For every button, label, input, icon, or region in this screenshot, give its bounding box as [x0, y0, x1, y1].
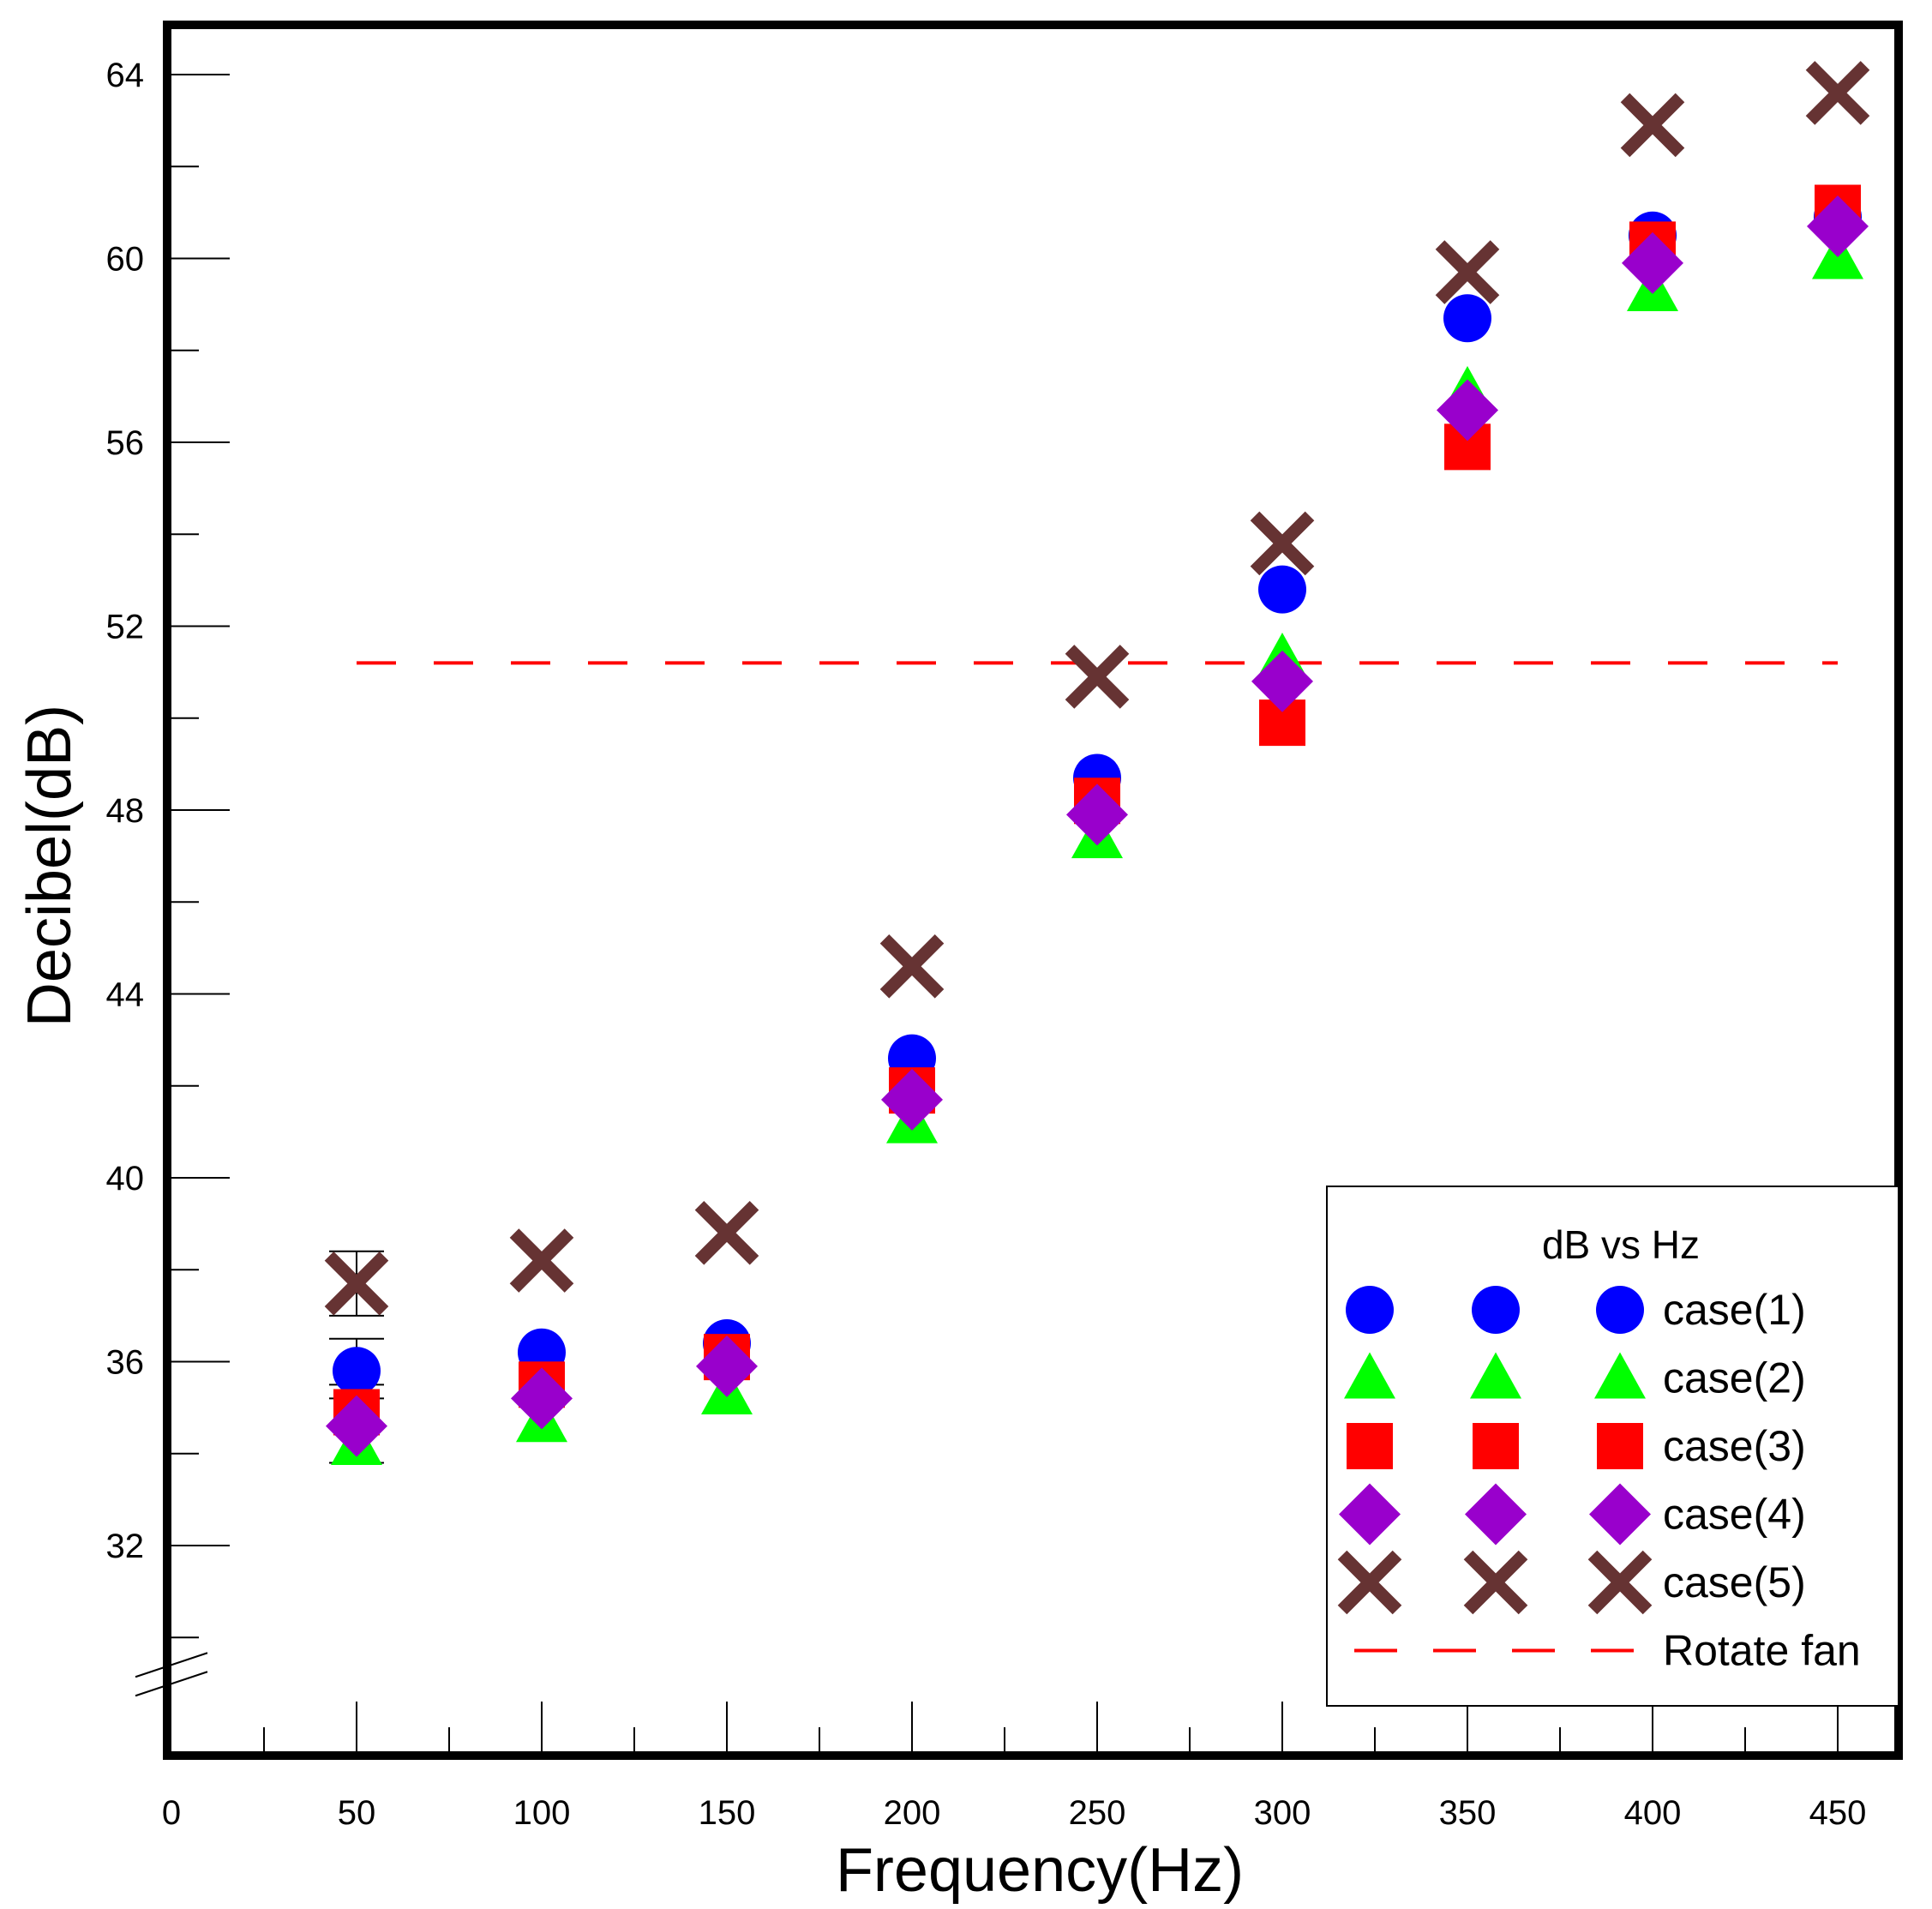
data-point-case5 — [509, 1228, 574, 1293]
data-point-case5 — [1620, 93, 1685, 158]
data-marks-layer — [324, 61, 1870, 1466]
legend-label: case(2) — [1663, 1354, 1806, 1402]
legend-swatch — [1472, 1286, 1520, 1334]
data-point-case5 — [879, 934, 945, 999]
y-tick-label: 64 — [106, 57, 145, 94]
data-point-case5 — [1250, 511, 1315, 576]
axis-break-mark — [135, 1652, 208, 1678]
legend-swatch — [1589, 1483, 1651, 1546]
data-point-case5 — [694, 1201, 759, 1265]
legend-label: Rotate fan — [1663, 1627, 1861, 1675]
data-point-case4 — [326, 1395, 387, 1457]
y-tick-label: 44 — [106, 976, 145, 1014]
legend-entry: case(4) — [1339, 1483, 1806, 1546]
legend-swatch — [1346, 1286, 1394, 1334]
x-tick-label: 100 — [513, 1794, 571, 1832]
x-tick-label: 200 — [884, 1794, 941, 1832]
legend-swatch — [1597, 1423, 1643, 1469]
data-point-case5 — [1065, 645, 1130, 709]
y-tick-label: 52 — [106, 609, 145, 646]
y-tick-label: 36 — [106, 1344, 145, 1382]
legend: dB vs Hz case(1) case(2) case(3) case(4) cas… — [1326, 1186, 1899, 1707]
data-point-case4 — [1437, 379, 1498, 441]
legend-entry: case(1) — [1346, 1286, 1806, 1334]
data-point-case5 — [324, 1252, 389, 1316]
y-tick-label: 48 — [106, 792, 145, 830]
legend-label: case(4) — [1663, 1491, 1806, 1539]
data-point-case4 — [1622, 231, 1683, 294]
legend-swatch — [1594, 1352, 1646, 1399]
legend-swatch — [1344, 1352, 1395, 1399]
legend-swatch — [1465, 1483, 1527, 1546]
legend-swatch — [1337, 1550, 1402, 1615]
x-tick-label: 150 — [699, 1794, 756, 1832]
data-point-case1 — [1258, 565, 1306, 614]
legend-swatch — [1339, 1483, 1401, 1546]
legend-entry: case(2) — [1344, 1352, 1806, 1402]
legend-swatch — [1587, 1550, 1653, 1615]
legend-swatch — [1470, 1352, 1521, 1399]
axis-break-mark — [135, 1671, 208, 1697]
data-point-case4 — [881, 1068, 943, 1131]
legend-entry: Rotate fan — [1354, 1627, 1861, 1675]
y-tick-label: 56 — [106, 424, 145, 462]
y-axis-title: Decibel(dB) — [15, 705, 84, 1027]
legend-label: case(5) — [1663, 1558, 1806, 1606]
x-tick-label: 400 — [1624, 1794, 1682, 1832]
legend-label: case(3) — [1663, 1422, 1806, 1470]
legend-swatch — [1473, 1423, 1519, 1469]
legend-entry: case(5) — [1337, 1550, 1806, 1615]
data-point-case1 — [333, 1347, 381, 1396]
axes: 32 36 40 44 48 52 56 60 64 0 50 100 150 200 250 300 350 4… — [106, 57, 1867, 1832]
data-point-case4 — [1807, 195, 1869, 257]
legend-title: dB vs Hz — [1542, 1222, 1700, 1267]
data-point-case4 — [1066, 783, 1128, 846]
data-point-case1 — [1443, 294, 1491, 343]
x-tick-label: 250 — [1069, 1794, 1126, 1832]
data-point-case4 — [696, 1335, 758, 1397]
data-point-case4 — [511, 1367, 573, 1430]
legend-label: case(1) — [1663, 1286, 1806, 1334]
y-tick-label: 40 — [106, 1160, 145, 1198]
legend-swatch — [1347, 1423, 1393, 1469]
legend-swatch — [1463, 1550, 1528, 1615]
y-tick-label: 60 — [106, 241, 145, 279]
data-point-case4 — [1251, 650, 1313, 712]
legend-swatch — [1596, 1286, 1644, 1334]
y-tick-label: 32 — [106, 1528, 145, 1565]
x-axis-title: Frequency(Hz) — [836, 1836, 1244, 1905]
legend-entry: case(3) — [1347, 1422, 1806, 1470]
x-tick-label: 350 — [1439, 1794, 1497, 1832]
x-tick-label: 50 — [338, 1794, 376, 1832]
x-tick-label: 450 — [1809, 1794, 1867, 1832]
x-tick-label: 0 — [162, 1794, 181, 1832]
data-point-case5 — [1805, 61, 1870, 125]
x-tick-label: 300 — [1254, 1794, 1311, 1832]
data-point-case5 — [1435, 240, 1500, 304]
